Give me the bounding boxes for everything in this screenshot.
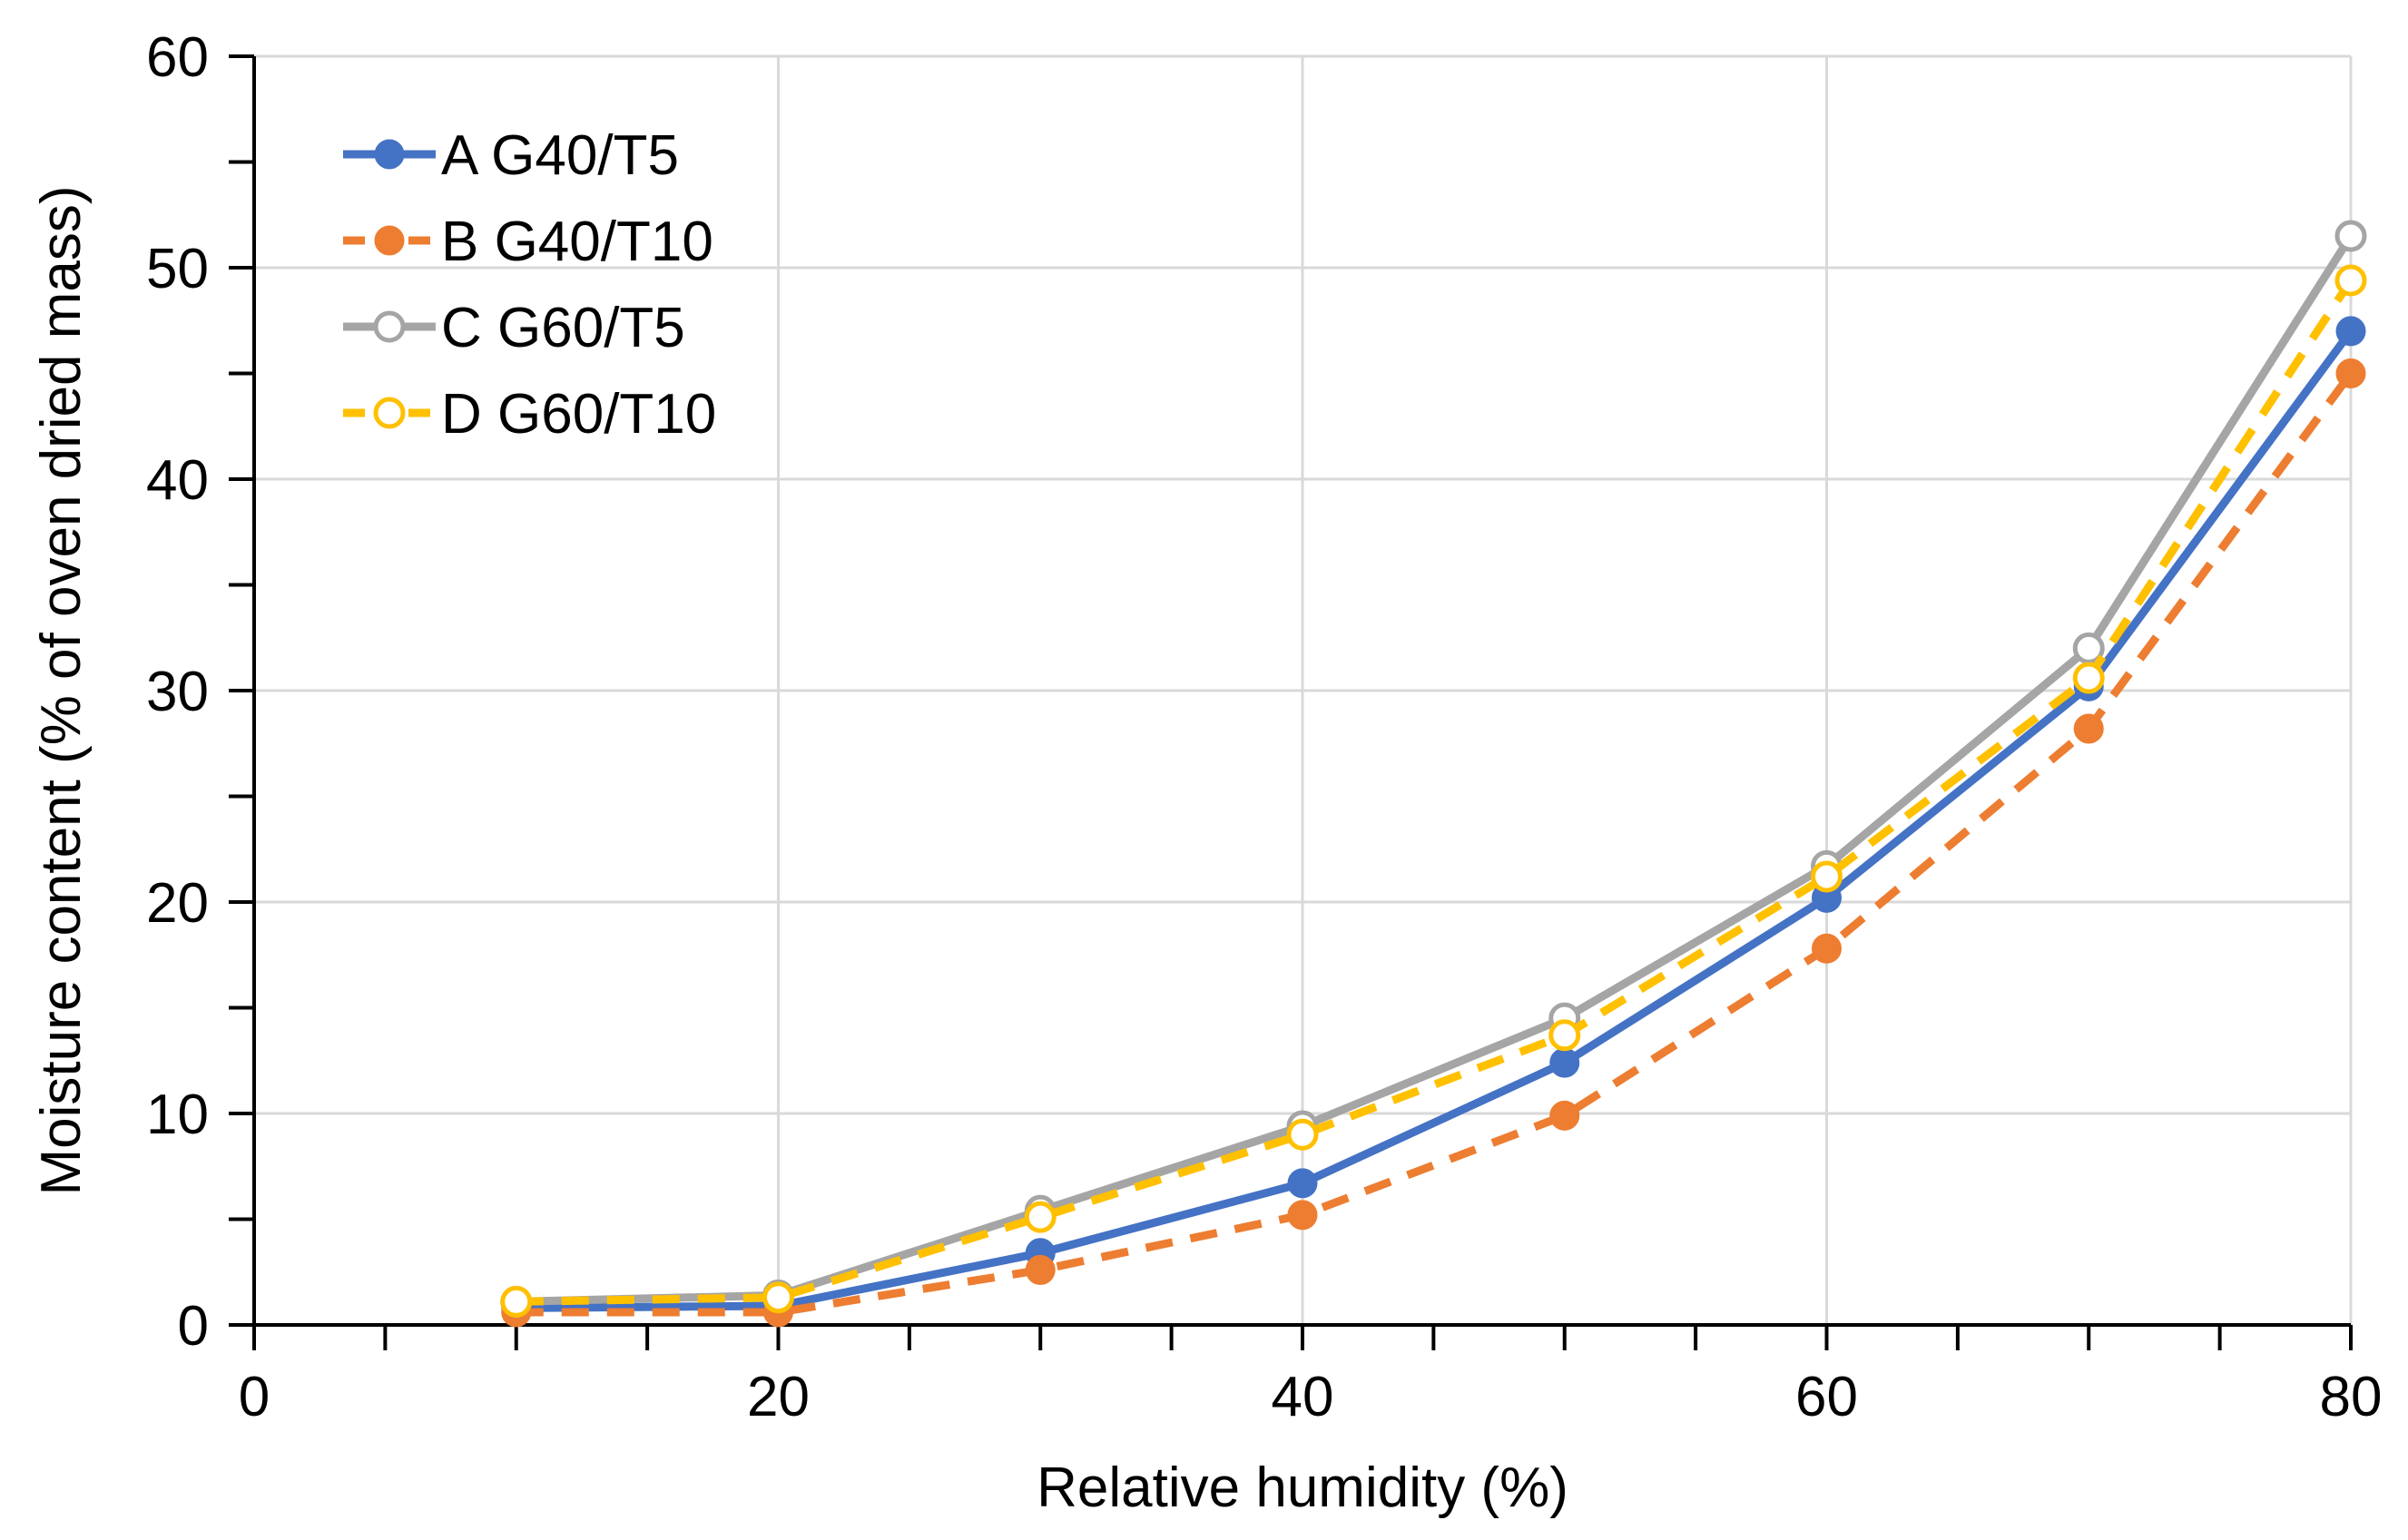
series-4-point — [1024, 1201, 1057, 1233]
x-tick-label: 20 — [747, 1366, 810, 1428]
legend-item-2-label: B G40/T10 — [441, 211, 713, 273]
series-2 — [501, 358, 2366, 1328]
y-tick-label: 50 — [146, 238, 209, 300]
series-4-point — [2334, 264, 2367, 297]
y-tick-label: 60 — [146, 26, 209, 89]
legend-item-1-label: A G40/T5 — [441, 124, 679, 187]
series-1-point — [1287, 1168, 1318, 1199]
grid-layer — [254, 54, 2353, 1325]
series-4-point — [1548, 1019, 1581, 1052]
series-2-point — [1025, 1254, 1056, 1285]
series-layer — [500, 220, 2367, 1328]
series-1-line — [512, 327, 2355, 1312]
legend-item-2-swatch-marker — [374, 225, 405, 256]
series-1 — [501, 316, 2366, 1323]
series-3-point — [2072, 632, 2105, 664]
series-4-point — [1811, 860, 1843, 893]
x-tick-label: 40 — [1272, 1366, 1334, 1428]
x-axis-title: Relative humidity (%) — [1037, 1457, 1568, 1519]
series-2-point — [2073, 713, 2104, 744]
legend-item-2: B G40/T10 — [343, 211, 713, 273]
y-tick-label: 40 — [146, 449, 209, 512]
x-tick-label: 60 — [1795, 1366, 1858, 1428]
legend: A G40/T5 B G40/T10 C G60/T5 D G60/T10 — [343, 124, 716, 446]
series-4-point — [500, 1285, 533, 1318]
series-2-point — [2335, 358, 2366, 388]
legend-item-4-label: D G60/T10 — [441, 383, 716, 446]
y-tick-label: 10 — [146, 1084, 209, 1146]
series-2-point — [1812, 933, 1842, 964]
legend-item-3-swatch-marker — [373, 310, 406, 343]
y-tick-label: 0 — [178, 1295, 209, 1358]
series-4-point — [762, 1281, 794, 1314]
x-tick-label: 80 — [2320, 1366, 2383, 1428]
series-3 — [500, 220, 2367, 1318]
y-axis-title: Moisture content (% of oven dried mass) — [30, 185, 93, 1195]
legend-item-1-swatch-marker — [374, 139, 405, 170]
legend-item-3: C G60/T5 — [343, 297, 685, 359]
series-4-point — [2072, 662, 2105, 694]
series-4-line — [516, 278, 2354, 1306]
y-tick-label: 20 — [146, 872, 209, 935]
x-tick-label: 0 — [239, 1366, 270, 1428]
series-3-point — [2334, 220, 2367, 252]
axes-layer: 0 10 20 30 40 50 60 0 20 40 60 80 — [146, 26, 2382, 1428]
y-tick-label: 30 — [146, 661, 209, 723]
series-1-point — [1549, 1047, 1580, 1078]
series-2-point — [1549, 1100, 1580, 1131]
series-4-point — [1286, 1118, 1319, 1151]
series-4 — [500, 264, 2367, 1318]
series-1-point — [2335, 316, 2366, 347]
series-3-line — [512, 231, 2355, 1306]
series-2-line — [516, 370, 2354, 1317]
legend-item-4-swatch-marker — [373, 397, 406, 429]
legend-item-1: A G40/T5 — [343, 124, 679, 187]
legend-item-4: D G60/T10 — [343, 383, 716, 446]
legend-item-3-label: C G60/T5 — [441, 297, 685, 359]
series-2-point — [1287, 1200, 1318, 1231]
